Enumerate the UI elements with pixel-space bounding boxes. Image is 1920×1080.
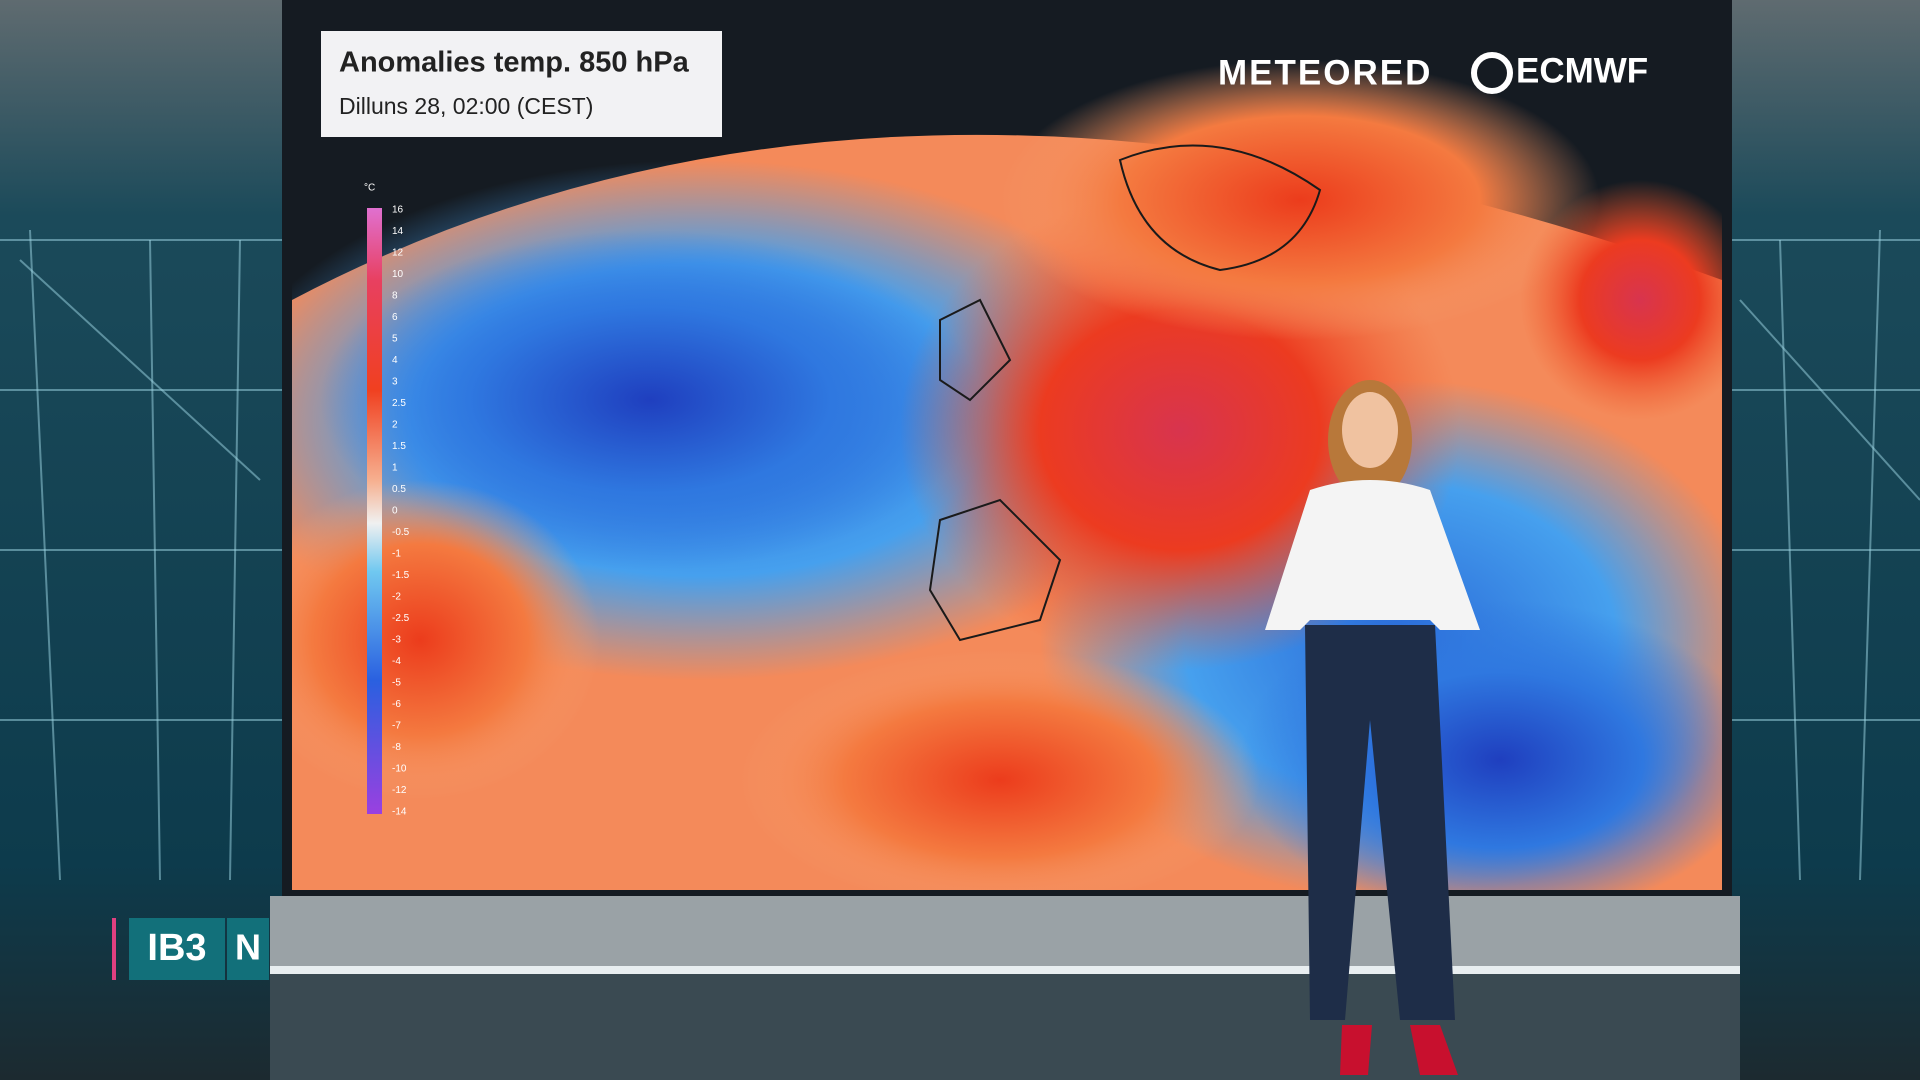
legend-label: -10: [392, 764, 407, 775]
legend-label: -5: [392, 678, 401, 689]
legend-label: 0.5: [392, 484, 406, 495]
legend-label: -1.5: [392, 570, 410, 581]
channel-mark-box: [227, 918, 269, 980]
legend-label: -2.5: [392, 613, 410, 624]
legend-label: 14: [392, 226, 404, 237]
legend-label: -12: [392, 785, 407, 796]
legend-label: -3: [392, 635, 401, 646]
legend-label: -8: [392, 742, 401, 753]
legend-label: -6: [392, 699, 401, 710]
ecmwf-icon: [1471, 52, 1513, 94]
legend-label: 2: [392, 420, 398, 431]
stage-edge: [270, 966, 1740, 974]
legend-label: -0.5: [392, 527, 410, 538]
legend-label: -4: [392, 656, 401, 667]
legend-label: -1: [392, 549, 401, 560]
map-title: Anomalies temp. 850 hPa: [339, 47, 690, 79]
channel-logo: IB3: [147, 927, 206, 969]
meteored-logo: METEORED: [1218, 53, 1432, 92]
legend-label: 6: [392, 312, 398, 323]
legend-label: 8: [392, 291, 398, 302]
legend-label: -2: [392, 592, 401, 603]
title-box: [321, 31, 722, 137]
studio-grid: [0, 229, 1920, 881]
legend-label: 1.5: [392, 441, 406, 452]
presenter: [1265, 380, 1480, 1075]
legend-label: 2.5: [392, 398, 406, 409]
stage-riser: [270, 896, 1740, 966]
legend-labels: 16 14 12 10 8 6 5 4 3 2.5 2 1.5 1 0.5 0 -0.5 -1 -1.5 -2 -2.…: [392, 205, 410, 818]
legend-label: 12: [392, 248, 404, 259]
legend-label: 0: [392, 506, 398, 517]
legend-unit: °C: [364, 183, 375, 194]
legend-label: -7: [392, 721, 401, 732]
legend-label: 5: [392, 334, 398, 345]
legend-label: 3: [392, 377, 398, 388]
legend-label: -14: [392, 807, 407, 818]
channel-logo-box: [129, 918, 225, 980]
ecmwf-logo: ECMWF: [1516, 51, 1648, 90]
channel-accent: [112, 918, 116, 980]
legend-label: 10: [392, 269, 404, 280]
channel-mark: N: [235, 927, 261, 968]
legend-label: 4: [392, 355, 398, 366]
legend-label: 16: [392, 205, 404, 216]
legend-color-bar: [367, 208, 382, 814]
stage-floor: [270, 974, 1740, 1080]
map-subtitle: Dilluns 28, 02:00 (CEST): [339, 93, 593, 119]
legend-label: 1: [392, 463, 398, 474]
